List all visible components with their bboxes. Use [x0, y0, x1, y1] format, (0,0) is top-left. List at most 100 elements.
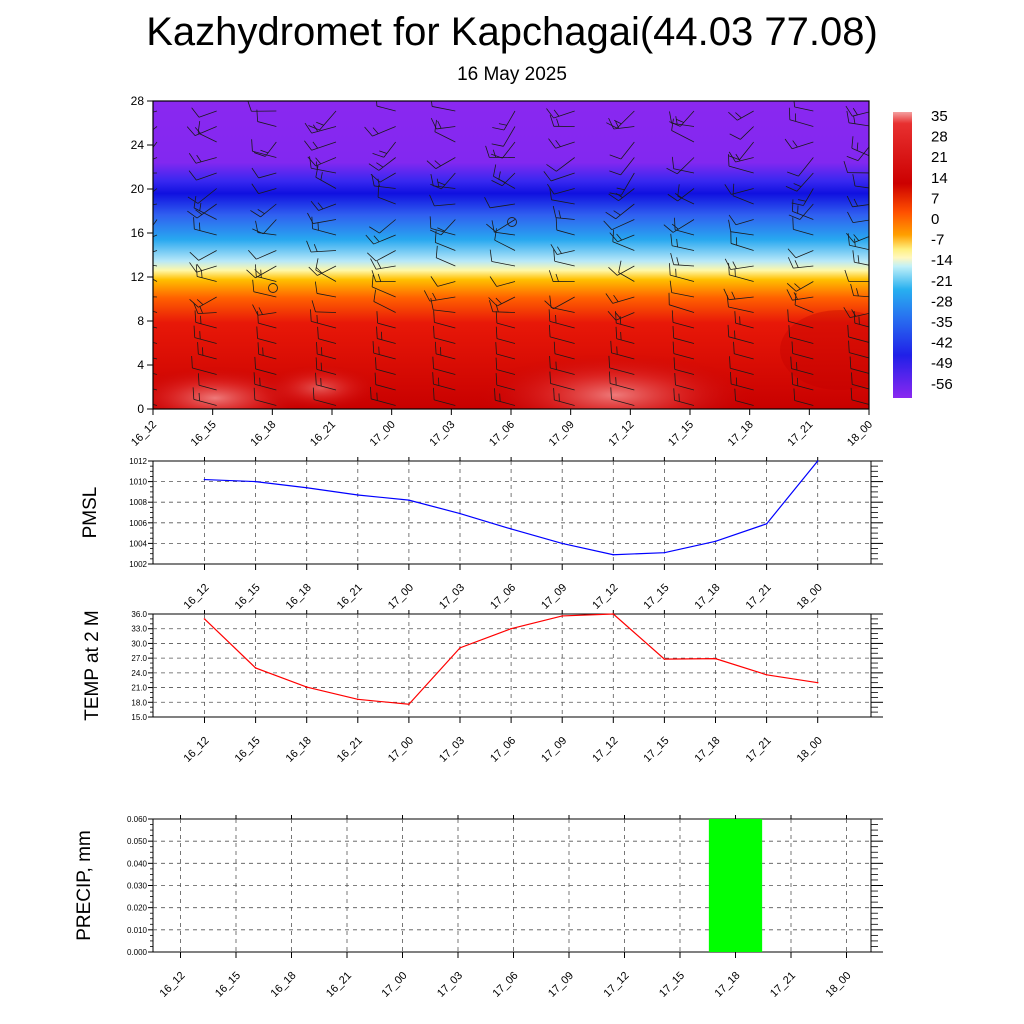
data-point: [254, 480, 257, 483]
wind-barb: [430, 276, 456, 287]
x-tick-label: 17_03: [427, 419, 457, 449]
wind-barb: [723, 288, 754, 301]
wind-barb: [612, 229, 635, 251]
wind-barb: [247, 101, 277, 112]
wind-barb: [724, 258, 754, 270]
wind-barb: [553, 249, 575, 267]
wind-barb: [674, 217, 695, 236]
x-tick-label: 16_12: [158, 970, 188, 1000]
wind-barb: [253, 372, 277, 391]
x-tick-label: 17_09: [539, 735, 569, 765]
x-tick-label: 16_15: [233, 582, 263, 612]
y-tick-label: 0.020: [127, 904, 148, 913]
wind-barb: [485, 145, 516, 158]
x-tick-label: 18_00: [795, 735, 825, 765]
wind-barb: [187, 203, 217, 219]
wind-barb: [850, 283, 869, 298]
wind-barb: [433, 325, 456, 344]
x-tick-label: 17_18: [726, 419, 756, 449]
x-tick-label: 17_06: [488, 582, 518, 612]
y-tick-label: 30.0: [131, 639, 147, 648]
data-point: [663, 551, 666, 554]
wind-barb: [609, 172, 635, 196]
wind-barb: [785, 172, 814, 192]
wind-barb: [376, 101, 396, 112]
wind-barb: [846, 146, 869, 161]
wind-barb: [728, 214, 754, 226]
wind-barb: [193, 217, 217, 236]
wind-barb: [194, 310, 217, 329]
chart-title: Kazhydromet for Kapchagai(44.03 77.08): [146, 10, 878, 54]
wind-barb: [495, 342, 516, 360]
wind-barb: [304, 122, 337, 134]
wind-barb: [435, 245, 456, 267]
wind-barb: [784, 138, 814, 150]
colorbar-labels: 35 28 21 14 7 0 -7 -14 -21 -28 -35 -42 -49 -56: [931, 108, 953, 393]
wind-barb: [549, 295, 575, 313]
x-tick-label: 17_03: [437, 582, 467, 612]
x-tick-label: 17_00: [368, 419, 398, 449]
wind-barb: [423, 290, 456, 302]
wind-barb: [312, 387, 337, 406]
wind-barb: [153, 278, 158, 282]
wind-barb: [153, 172, 158, 174]
wind-barb: [790, 356, 814, 375]
wind-barb: [250, 203, 277, 218]
wind-barb: [615, 326, 635, 344]
wind-barb: [430, 297, 456, 313]
wind-barb: [368, 157, 396, 171]
data-point: [714, 540, 717, 543]
wind-barb: [851, 136, 869, 157]
wind-barb: [728, 110, 754, 121]
colorbar-label: 0: [931, 211, 939, 228]
wind-barb: [728, 219, 754, 236]
y-tick-label: 0.010: [127, 926, 148, 935]
wind-barb: [256, 326, 277, 344]
wind-barb: [370, 386, 396, 406]
calm-marker: [507, 217, 517, 227]
wind-barb: [670, 233, 695, 251]
x-tick-label: 17_18: [693, 735, 723, 765]
wind-barb: [615, 311, 635, 329]
x-tick-label: 17_03: [435, 970, 465, 1000]
wind-barb: [484, 196, 516, 209]
wind-barb: [549, 371, 575, 391]
colorbar-scale: [893, 112, 912, 398]
wind-barb: [430, 173, 456, 189]
wind-barb: [608, 188, 635, 202]
wind-barb: [430, 172, 456, 190]
data-point: [305, 486, 308, 489]
x-tick-label: 16_18: [248, 419, 278, 449]
wind-barb: [372, 341, 396, 360]
wind-barb: [252, 279, 277, 298]
data-point: [663, 658, 666, 660]
wind-barb: [315, 258, 337, 282]
wind-barb: [310, 309, 337, 329]
wind-barb: [307, 156, 337, 167]
chart-subtitle: 16 May 2025: [457, 64, 567, 85]
x-tick-label: 16_21: [324, 970, 354, 1000]
wind-barb: [315, 372, 337, 391]
wind-barb: [495, 326, 516, 344]
wind-barb: [377, 185, 396, 205]
x-tick-label: 16_12: [182, 735, 212, 765]
wind-barb: [364, 126, 396, 137]
y-tick-label: 0.040: [127, 859, 148, 868]
wind-barb: [153, 342, 158, 344]
wind-barb: [493, 164, 516, 189]
y-tick-label: 21.0: [131, 684, 147, 693]
wind-barb: [787, 248, 814, 259]
y-tick-label: 4: [137, 358, 144, 372]
wind-barb: [788, 107, 814, 127]
wind-barb: [667, 188, 695, 202]
wind-barb: [726, 295, 754, 313]
x-tick-label: 17_15: [641, 582, 671, 612]
wind-barb: [434, 230, 456, 251]
y-tick-label: 28: [131, 94, 145, 108]
wind-barb: [371, 274, 396, 298]
wind-barb: [671, 310, 695, 329]
wind-barb: [308, 110, 337, 131]
wind-barb: [315, 165, 337, 189]
x-tick-label: 16_12: [129, 419, 159, 449]
